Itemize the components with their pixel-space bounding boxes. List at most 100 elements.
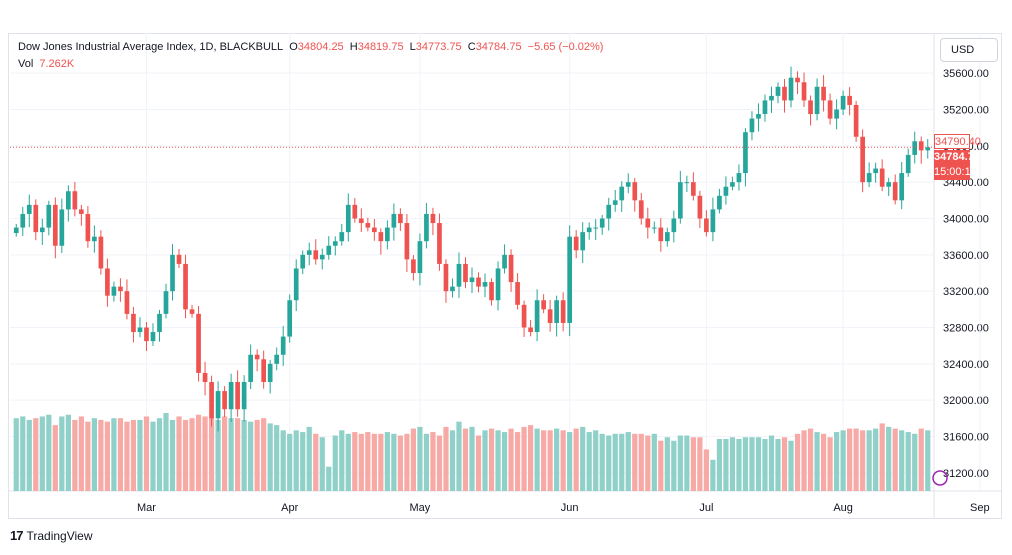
candle-body — [378, 232, 384, 242]
candle-body — [118, 286, 123, 292]
low-label: L — [409, 41, 416, 53]
candle-body — [651, 227, 657, 229]
volume-bar — [886, 426, 892, 491]
candle-body — [736, 173, 742, 183]
volume-bar — [143, 416, 150, 491]
candle-body — [222, 391, 227, 410]
volume-bar — [163, 413, 169, 491]
volume-bar — [182, 419, 189, 491]
volume-bar — [384, 432, 390, 491]
open-value: 34804.25 — [297, 41, 344, 53]
candle-body — [612, 200, 618, 205]
candle-body — [26, 204, 32, 214]
candle-body — [144, 327, 149, 342]
volume-bar — [189, 418, 195, 491]
volume-bar — [651, 433, 657, 491]
volume-bar — [261, 418, 267, 491]
volume-bar — [560, 430, 566, 491]
candle-body — [905, 154, 911, 174]
volume-bar — [469, 426, 475, 491]
candle-body — [534, 300, 540, 333]
candle-body — [261, 359, 267, 382]
volume-bar — [495, 430, 501, 491]
volume-bar — [807, 428, 814, 491]
volume-bar — [671, 440, 677, 491]
volume-bar — [527, 425, 534, 491]
volume-bar — [736, 439, 742, 491]
tradingview-logo[interactable]: 17 TradingView — [10, 528, 93, 543]
candle-body — [267, 363, 273, 382]
candle-body — [756, 114, 761, 119]
volume-bar — [677, 435, 683, 491]
candle-body — [749, 118, 755, 133]
volume-bar — [462, 428, 469, 491]
candlestick-chart[interactable]: 35600.0035200.0034800.0034400.0034000.00… — [8, 33, 1002, 519]
x-tick-label: Jul — [699, 502, 713, 514]
candle-body — [411, 259, 416, 273]
y-tick-label: 32800.00 — [943, 323, 989, 335]
volume-bar — [567, 432, 573, 491]
tradingview-mark-icon: 17 — [10, 528, 24, 543]
candle-body — [398, 213, 403, 224]
volume-bar — [391, 433, 397, 491]
candle-body — [85, 213, 91, 242]
volume-bar — [430, 432, 436, 491]
volume-bar — [775, 439, 781, 491]
candle-body — [450, 286, 455, 292]
volume-bar — [52, 425, 58, 491]
volume-bar — [20, 416, 26, 491]
candle-body — [671, 218, 677, 233]
candle-body — [925, 147, 931, 151]
tradingview-brand: TradingView — [26, 529, 93, 543]
volume-bar — [482, 430, 488, 491]
volume-bar — [840, 430, 846, 491]
candle-body — [300, 254, 306, 269]
candle-body — [345, 204, 351, 233]
volume-bar — [436, 435, 443, 491]
close-value: 34784.75 — [475, 41, 522, 53]
high-value: 34819.75 — [357, 41, 404, 53]
volume-bar — [397, 435, 403, 491]
volume-bar — [124, 421, 130, 491]
volume-bar — [72, 419, 78, 491]
volume-bar — [488, 428, 495, 491]
volume-label[interactable]: Vol — [18, 58, 34, 70]
candle-body — [137, 327, 143, 333]
candle-body — [808, 100, 813, 115]
candle-body — [515, 282, 520, 305]
candle-body — [352, 204, 358, 219]
candle-body — [573, 236, 579, 251]
volume-bar — [235, 418, 241, 491]
volume-bar — [475, 435, 482, 491]
volume-bar — [345, 433, 351, 491]
volume-bar — [781, 437, 788, 491]
volume-bar — [820, 433, 827, 491]
volume-bar — [690, 437, 696, 491]
candle-body — [176, 254, 182, 264]
x-tick-label: May — [410, 502, 431, 514]
candle-body — [235, 382, 240, 410]
volume-bar — [306, 426, 312, 491]
candle-body — [853, 104, 859, 137]
open-label: O — [289, 41, 298, 53]
currency-button[interactable]: USD — [940, 38, 998, 62]
candle-body — [248, 354, 253, 382]
volume-bar — [443, 426, 449, 491]
low-value: 34773.75 — [415, 41, 462, 53]
volume-bar — [554, 428, 560, 491]
y-tick-label: 34400.00 — [943, 177, 989, 189]
volume-bar — [456, 421, 462, 491]
candle-body — [476, 277, 481, 287]
candle-body — [730, 182, 735, 187]
candle-body — [619, 186, 625, 201]
candle-body — [892, 182, 898, 201]
symbol-title[interactable]: Dow Jones Industrial Average Index, 1D, … — [18, 41, 284, 53]
candle-body — [424, 213, 429, 242]
volume-bar — [378, 433, 384, 491]
candle-body — [547, 309, 553, 323]
x-tick-label: Mar — [137, 502, 156, 514]
candle-body — [293, 268, 299, 301]
candle-body — [782, 86, 787, 101]
volume-bar — [85, 421, 91, 491]
volume-bar — [33, 418, 39, 491]
